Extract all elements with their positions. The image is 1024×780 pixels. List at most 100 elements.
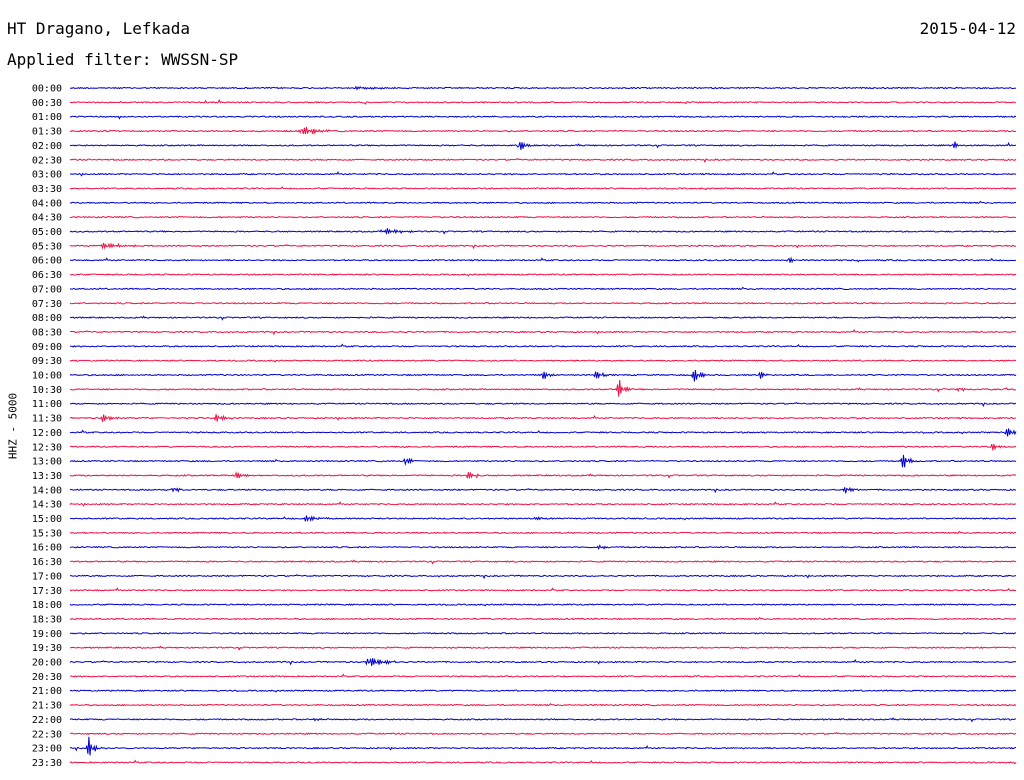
trace-line-1230 bbox=[69, 443, 1017, 451]
row-time-label: 10:30 bbox=[32, 385, 62, 396]
trace-line-0030 bbox=[69, 99, 1017, 105]
trace-line-1530 bbox=[69, 530, 1017, 535]
row-time-label: 17:00 bbox=[32, 571, 62, 582]
trace-line-1200 bbox=[69, 428, 1017, 437]
trace-line-1330 bbox=[69, 471, 1017, 480]
row-time-label: 14:00 bbox=[32, 485, 62, 496]
row-time-label: 21:00 bbox=[32, 686, 62, 697]
trace-line-0630 bbox=[69, 273, 1017, 277]
trace-line-2130 bbox=[69, 702, 1017, 707]
row-time-label: 00:00 bbox=[32, 84, 62, 95]
row-time-label: 02:30 bbox=[32, 155, 62, 166]
row-time-label: 00:30 bbox=[32, 98, 62, 109]
row-time-label: 11:30 bbox=[32, 414, 62, 425]
row-time-label: 05:00 bbox=[32, 227, 62, 238]
row-time-label: 23:30 bbox=[32, 758, 62, 769]
trace-line-2300 bbox=[69, 736, 1017, 756]
trace-line-0130 bbox=[69, 126, 1017, 135]
row-time-label: 16:00 bbox=[32, 543, 62, 554]
row-time-label: 09:30 bbox=[32, 356, 62, 367]
trace-line-1500 bbox=[69, 515, 1017, 523]
row-time-label: 02:00 bbox=[32, 141, 62, 152]
trace-line-1400 bbox=[69, 486, 1017, 494]
trace-line-2330 bbox=[69, 759, 1017, 765]
trace-line-0600 bbox=[69, 256, 1017, 264]
row-time-label: 06:30 bbox=[32, 270, 62, 281]
row-time-label: 12:30 bbox=[32, 442, 62, 453]
trace-line-0400 bbox=[69, 200, 1017, 205]
trace-line-1100 bbox=[69, 401, 1017, 408]
row-time-label: 07:30 bbox=[32, 299, 62, 310]
row-time-label: 18:30 bbox=[32, 614, 62, 625]
trace-line-2230 bbox=[69, 732, 1017, 736]
trace-line-0000 bbox=[69, 85, 1017, 91]
trace-line-1430 bbox=[69, 501, 1017, 507]
trace-line-2200 bbox=[69, 717, 1017, 723]
trace-line-1830 bbox=[69, 616, 1017, 621]
row-time-label: 20:30 bbox=[32, 672, 62, 683]
trace-line-1700 bbox=[69, 574, 1016, 580]
trace-line-0430 bbox=[69, 215, 1017, 219]
row-time-label: 11:00 bbox=[32, 399, 62, 410]
row-time-label: 17:30 bbox=[32, 586, 62, 597]
station-title: HT Dragano, Lefkada bbox=[7, 19, 191, 38]
row-time-label: 15:30 bbox=[32, 528, 62, 539]
row-time-label: 03:00 bbox=[32, 170, 62, 181]
trace-line-0530 bbox=[69, 242, 1017, 250]
row-time-label: 01:30 bbox=[32, 127, 62, 138]
row-time-label: 04:00 bbox=[32, 198, 62, 209]
trace-line-1600 bbox=[69, 544, 1017, 551]
trace-line-0730 bbox=[69, 301, 1017, 305]
row-time-label: 16:30 bbox=[32, 557, 62, 568]
trace-line-0200 bbox=[69, 141, 1017, 150]
trace-line-1300 bbox=[69, 454, 1017, 468]
row-time-label: 01:00 bbox=[32, 112, 62, 123]
row-time-label: 22:30 bbox=[32, 729, 62, 740]
row-time-label: 19:30 bbox=[32, 643, 62, 654]
trace-line-0930 bbox=[69, 359, 1017, 363]
row-time-label: 12:00 bbox=[32, 428, 62, 439]
trace-line-1800 bbox=[69, 603, 1017, 607]
row-time-label: 20:00 bbox=[32, 658, 62, 669]
trace-line-1130 bbox=[69, 414, 1017, 422]
trace-line-1000 bbox=[69, 370, 1017, 382]
row-time-label: 07:00 bbox=[32, 284, 62, 295]
row-time-label: 19:00 bbox=[32, 629, 62, 640]
row-time-label: 22:00 bbox=[32, 715, 62, 726]
row-time-label: 03:30 bbox=[32, 184, 62, 195]
row-time-label: 21:30 bbox=[32, 701, 62, 712]
trace-line-2100 bbox=[69, 689, 1017, 693]
trace-line-1900 bbox=[69, 631, 1017, 635]
trace-line-0700 bbox=[69, 286, 1017, 291]
date-label: 2015-04-12 bbox=[919, 19, 1016, 38]
row-time-label: 06:00 bbox=[32, 256, 62, 267]
trace-line-0300 bbox=[69, 171, 1017, 177]
trace-line-0900 bbox=[69, 343, 1017, 348]
row-time-label: 23:00 bbox=[32, 744, 62, 755]
trace-line-2030 bbox=[69, 673, 1017, 678]
trace-line-0500 bbox=[69, 228, 1017, 236]
trace-line-0330 bbox=[69, 186, 1017, 191]
row-time-label: 09:00 bbox=[32, 342, 62, 353]
trace-line-0830 bbox=[69, 328, 1017, 336]
row-time-label: 18:00 bbox=[32, 600, 62, 611]
row-time-label: 04:30 bbox=[32, 213, 62, 224]
row-time-label: 05:30 bbox=[32, 241, 62, 252]
row-time-label: 15:00 bbox=[32, 514, 62, 525]
filter-label: Applied filter: WWSSN-SP bbox=[7, 50, 239, 69]
trace-line-2000 bbox=[69, 657, 1017, 667]
trace-line-0230 bbox=[69, 158, 1017, 164]
trace-line-1030 bbox=[69, 380, 1017, 397]
row-time-label: 14:30 bbox=[32, 500, 62, 511]
trace-line-0800 bbox=[69, 315, 1017, 321]
trace-line-1730 bbox=[69, 587, 1017, 592]
row-time-label: 08:00 bbox=[32, 313, 62, 324]
trace-line-1630 bbox=[69, 559, 1017, 565]
row-time-label: 10:00 bbox=[32, 371, 62, 382]
trace-line-0100 bbox=[69, 115, 1017, 120]
row-time-label: 13:30 bbox=[32, 471, 62, 482]
row-time-label: 08:30 bbox=[32, 327, 62, 338]
row-time-label: 13:00 bbox=[32, 457, 62, 468]
trace-line-1930 bbox=[69, 645, 1017, 651]
